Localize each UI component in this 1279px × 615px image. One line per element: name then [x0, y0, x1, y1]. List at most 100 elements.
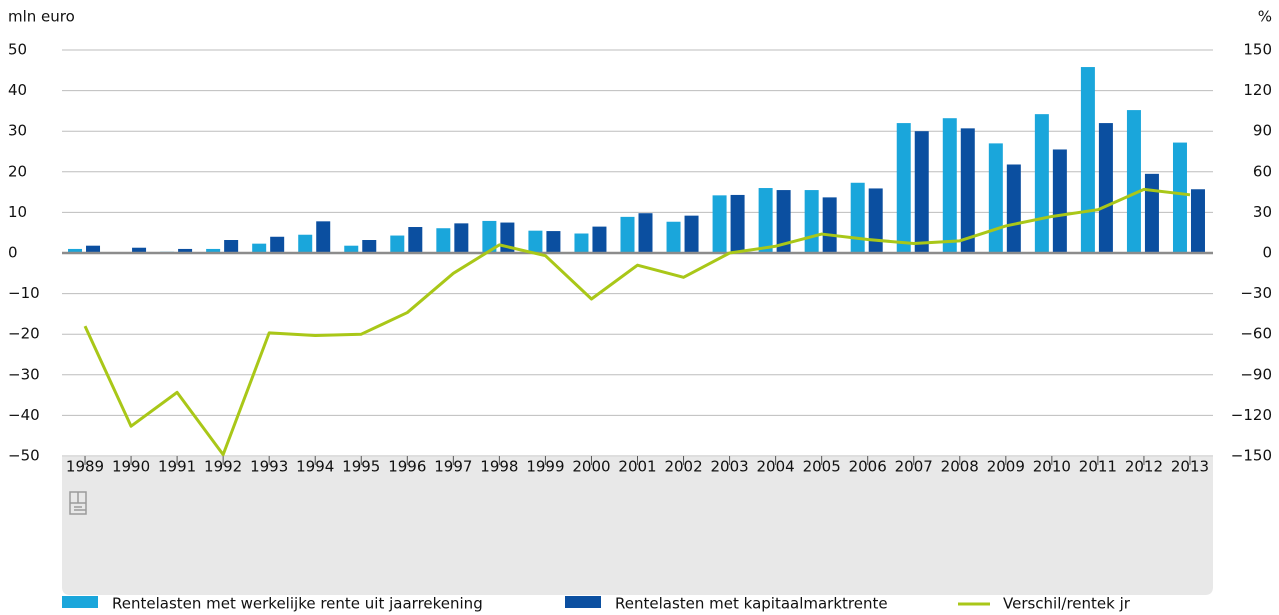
- y-tick-label: 20: [8, 162, 27, 180]
- bar: [850, 182, 865, 253]
- x-tick-label: 2008: [941, 458, 979, 476]
- y-tick-label: −30: [8, 365, 40, 383]
- bar: [574, 233, 589, 253]
- x-tick-label: 2001: [618, 458, 656, 476]
- bar: [988, 143, 1003, 253]
- x-tick-label: 1990: [112, 458, 150, 476]
- y2-tick-label: 150: [1243, 41, 1272, 59]
- y2-tick-label: 60: [1253, 162, 1272, 180]
- bar: [1052, 149, 1067, 253]
- x-tick-label: 2006: [849, 458, 887, 476]
- bar: [804, 190, 819, 253]
- x-tick-label: 1998: [480, 458, 518, 476]
- bar: [482, 220, 497, 253]
- y-tick-label: 50: [8, 41, 27, 59]
- x-tick-label: 2005: [803, 458, 841, 476]
- y2-tick-label: −120: [1231, 406, 1272, 424]
- logo: [69, 491, 87, 515]
- x-tick-label: 1999: [526, 458, 564, 476]
- bar: [206, 248, 221, 253]
- x-tick-label: 2010: [1033, 458, 1071, 476]
- legend-label: Verschil/rentek jr: [1003, 595, 1131, 613]
- bar: [1190, 189, 1205, 253]
- y2-axis-label: %: [1258, 8, 1272, 26]
- bar: [684, 215, 699, 253]
- x-tick-label: 1992: [204, 458, 242, 476]
- legend-swatch: [565, 596, 601, 608]
- bar: [712, 195, 727, 253]
- y-tick-label: −50: [8, 447, 40, 465]
- bar: [666, 221, 681, 253]
- bar: [1080, 67, 1095, 253]
- bar: [454, 223, 469, 253]
- bar: [362, 240, 377, 253]
- x-tick-label: 1989: [66, 458, 104, 476]
- bar: [1006, 164, 1021, 253]
- x-tick-label: 2012: [1125, 458, 1163, 476]
- line: [83, 187, 1191, 457]
- bar: [132, 247, 147, 253]
- y2-tick-label: 30: [1253, 203, 1272, 221]
- y2-tick-label: −30: [1240, 284, 1272, 302]
- bar: [436, 228, 451, 253]
- x-tick-label: 2011: [1079, 458, 1117, 476]
- bar: [914, 131, 929, 253]
- x-tick-label: 2007: [895, 458, 933, 476]
- bar: [298, 234, 313, 253]
- bar: [730, 194, 745, 253]
- y2-tick-label: 0: [1262, 244, 1272, 262]
- y-tick-label: 30: [8, 122, 27, 140]
- x-tick-label: 2000: [572, 458, 610, 476]
- y-tick-label: 0: [8, 244, 18, 262]
- bar: [868, 188, 883, 253]
- bar: [942, 118, 957, 253]
- x-tick-label: 1995: [342, 458, 380, 476]
- y-tick-label: −10: [8, 284, 40, 302]
- bar: [252, 243, 267, 253]
- x-tick-label: 1991: [158, 458, 196, 476]
- bar: [344, 245, 359, 253]
- x-tick-label: 2002: [664, 458, 702, 476]
- bar: [1126, 110, 1141, 253]
- legend-label: Rentelasten met kapitaalmarktrente: [615, 595, 888, 613]
- bar: [592, 226, 607, 253]
- bar: [68, 248, 83, 253]
- bar: [638, 213, 653, 253]
- bar: [1034, 114, 1049, 253]
- bar: [546, 231, 561, 253]
- x-tick-label: 1996: [388, 458, 426, 476]
- bar: [960, 128, 975, 253]
- bar: [178, 248, 193, 253]
- bar: [408, 227, 423, 253]
- x-tick-label: 2003: [710, 458, 748, 476]
- y2-tick-label: 90: [1253, 122, 1272, 140]
- bar: [620, 216, 635, 253]
- legend-label: Rentelasten met werkelijke rente uit jaa…: [112, 595, 483, 613]
- bar: [528, 230, 543, 253]
- bar: [316, 221, 331, 253]
- y2-tick-label: −90: [1240, 365, 1272, 383]
- bar: [776, 190, 791, 253]
- y2-tick-label: 120: [1243, 81, 1272, 99]
- y-tick-label: −20: [8, 325, 40, 343]
- x-tick-label: 1993: [250, 458, 288, 476]
- bar: [1144, 173, 1159, 253]
- bar: [758, 188, 773, 253]
- bar: [896, 123, 911, 253]
- x-tick-label: 2013: [1171, 458, 1209, 476]
- x-tick-label: 1994: [296, 458, 334, 476]
- y2-tick-label: −60: [1240, 325, 1272, 343]
- bar: [822, 197, 837, 253]
- x-tick-label: 2009: [987, 458, 1025, 476]
- x-tick-label: 1997: [434, 458, 472, 476]
- x-tick-label: 2004: [757, 458, 795, 476]
- y-tick-label: −40: [8, 406, 40, 424]
- legend-swatch: [62, 596, 98, 608]
- bar: [86, 245, 101, 253]
- y-axis-label: mln euro: [8, 8, 75, 26]
- y-tick-label: 40: [8, 81, 27, 99]
- bar: [1172, 142, 1187, 253]
- axis-band: [62, 457, 1213, 595]
